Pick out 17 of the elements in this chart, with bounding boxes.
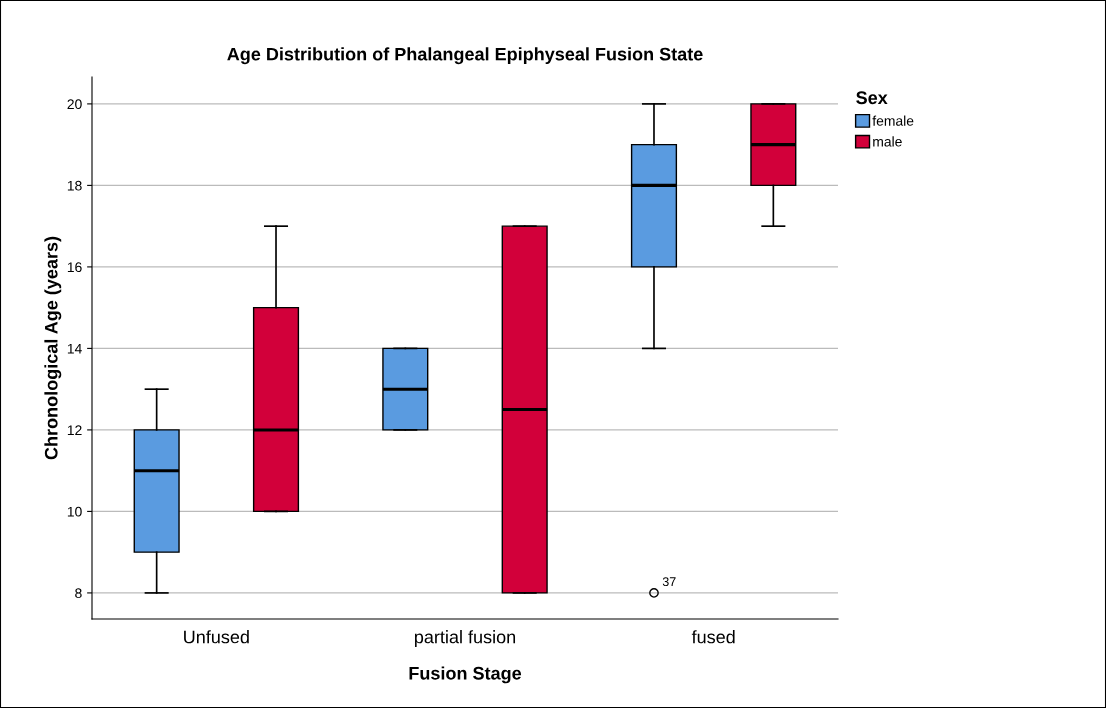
y-tick-label: 12: [67, 425, 82, 435]
x-tick-label: Unfused: [184, 630, 249, 644]
y-axis-title: Chronological Age (years): [44, 236, 62, 460]
y-tick-label: 16: [67, 262, 82, 273]
y-tick-label: 8: [75, 588, 82, 599]
y-tick-label: 10: [67, 506, 82, 517]
legend-label: male: [873, 136, 902, 147]
x-tick-label: partial fusion: [414, 630, 516, 647]
x-tick-label: fused: [691, 630, 735, 644]
y-tick-label: 18: [67, 180, 82, 191]
y-tick-label: 20: [67, 99, 82, 110]
legend-title: Sex: [856, 91, 888, 105]
chart-title: Age Distribution of Phalangeal Epiphyseal Fusion State: [227, 47, 703, 65]
y-tick-label: 14: [67, 343, 82, 354]
x-axis-title: Fusion Stage: [409, 666, 522, 684]
annotation: 37: [662, 577, 676, 587]
legend-label: female: [872, 115, 914, 126]
